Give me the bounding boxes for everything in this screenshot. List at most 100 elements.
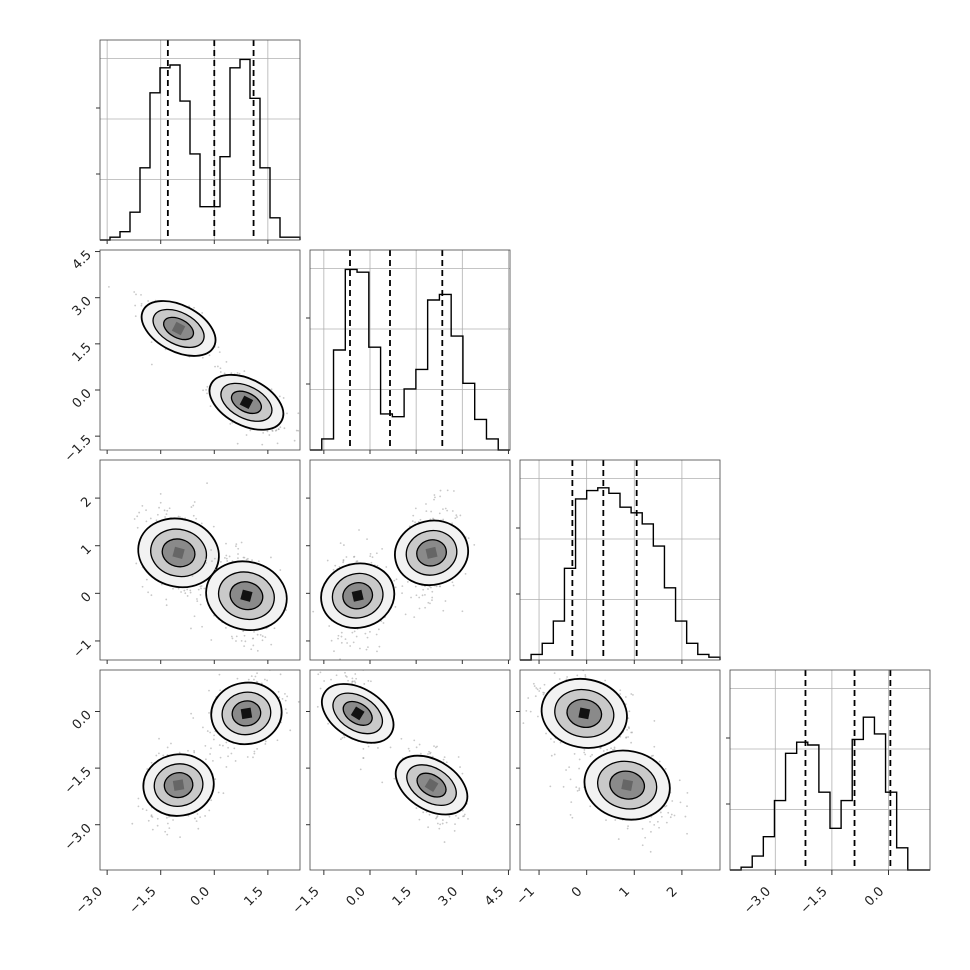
sample-point: [653, 720, 656, 722]
sample-point: [434, 496, 436, 499]
sample-point: [522, 722, 525, 725]
sample-point: [334, 564, 337, 567]
sample-point: [238, 372, 241, 375]
sample-point: [191, 574, 194, 577]
sample-point: [224, 626, 227, 629]
sample-point: [610, 747, 612, 750]
y-tick-label: −3.0: [62, 821, 95, 854]
x-tick-label: 1.5: [390, 884, 415, 909]
sample-point: [366, 538, 368, 541]
sample-point: [204, 558, 207, 561]
sample-point: [242, 630, 245, 633]
sample-point: [527, 697, 530, 699]
sample-point: [278, 395, 281, 398]
sample-point: [211, 560, 213, 563]
sample-point: [456, 516, 458, 518]
sample-point: [340, 641, 343, 644]
sample-point: [256, 649, 259, 652]
sample-point: [385, 566, 388, 568]
sample-point: [443, 756, 446, 759]
sample-point: [376, 564, 379, 567]
sample-point: [136, 515, 139, 518]
sample-point: [250, 648, 253, 651]
sample-point: [575, 786, 578, 789]
sample-point: [285, 609, 287, 611]
sample-point: [230, 752, 233, 755]
sample-point: [418, 818, 421, 821]
sample-point: [559, 741, 562, 744]
sample-point: [204, 815, 206, 817]
contour-line: [394, 519, 470, 587]
sample-point: [199, 594, 202, 596]
sample-point: [192, 514, 195, 517]
sample-point: [286, 412, 288, 415]
sample-point: [240, 640, 243, 642]
hist-panel-1: [306, 249, 511, 451]
sample-point: [162, 754, 165, 757]
sample-point: [235, 640, 237, 642]
sample-point: [225, 766, 228, 768]
density-peak: [172, 546, 185, 559]
sample-point: [189, 591, 192, 594]
pair-contents: [131, 670, 300, 839]
sample-point: [147, 591, 150, 594]
sample-point: [261, 443, 264, 446]
sample-point: [141, 585, 144, 588]
sample-point: [589, 755, 592, 758]
sample-point: [335, 674, 338, 677]
sample-point: [319, 671, 322, 674]
sample-point: [140, 293, 142, 296]
hist-step: [100, 58, 301, 241]
sample-point: [427, 753, 429, 755]
sample-point: [626, 827, 629, 830]
sample-point: [353, 556, 355, 558]
sample-point: [262, 432, 265, 434]
sample-point: [462, 815, 464, 818]
sample-point: [431, 599, 433, 602]
sample-point: [371, 556, 374, 559]
sample-point: [442, 518, 445, 521]
pair-contents: [108, 285, 300, 446]
sample-point: [370, 561, 373, 564]
contour-line: [405, 529, 458, 576]
sample-point: [627, 736, 629, 738]
sample-point: [340, 635, 343, 638]
sample-point: [669, 816, 672, 819]
sample-point: [446, 489, 449, 492]
sample-point: [451, 581, 454, 584]
sample-point: [284, 699, 287, 702]
pair-frame: [99, 459, 301, 661]
sample-point: [253, 630, 255, 633]
density-peak: [424, 778, 439, 792]
sample-point: [438, 827, 441, 830]
sample-point: [353, 666, 355, 668]
sample-point: [407, 747, 410, 750]
sample-point: [624, 696, 627, 698]
sample-point: [199, 585, 202, 588]
sample-point: [138, 511, 141, 514]
sample-point: [678, 779, 681, 782]
sample-point: [584, 674, 587, 676]
contour-line: [406, 764, 457, 807]
contour-line: [230, 390, 263, 415]
contour-line: [540, 678, 628, 749]
x-tick-label: 4.5: [482, 884, 507, 909]
sample-point: [256, 672, 258, 675]
sample-point: [630, 693, 633, 695]
sample-point: [613, 748, 616, 751]
sample-point: [431, 755, 434, 758]
sample-point: [427, 826, 430, 829]
sample-point: [295, 429, 298, 432]
sample-point: [430, 510, 433, 513]
sample-point: [141, 505, 144, 507]
sample-point: [614, 819, 617, 821]
sample-point: [393, 579, 396, 582]
sample-point: [667, 811, 670, 814]
sample-point: [140, 304, 143, 307]
sample-point: [323, 680, 326, 682]
sample-point: [584, 675, 587, 678]
sample-point: [222, 792, 225, 795]
sample-point: [301, 600, 303, 602]
sample-point: [439, 489, 442, 492]
x-tick-label: 1.5: [241, 884, 266, 909]
